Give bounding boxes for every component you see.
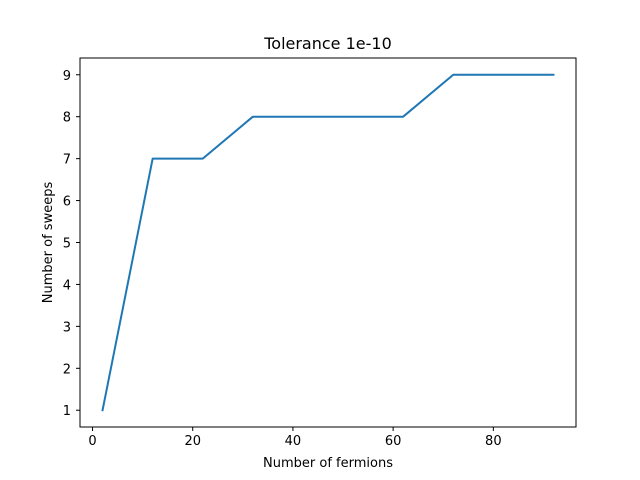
- plot-area: [80, 58, 576, 427]
- x-tick-label: 80: [485, 434, 502, 449]
- x-axis-label: Number of fermions: [263, 456, 393, 471]
- x-axis: 0 20 40 60 80: [88, 427, 502, 449]
- y-axis: 1 2 3 4 5 6 7 8 9: [63, 69, 80, 419]
- y-tick-label: 6: [63, 195, 71, 210]
- y-tick-label: 4: [63, 278, 71, 293]
- y-tick-label: 5: [63, 237, 71, 252]
- y-tick-label: 8: [63, 111, 71, 126]
- y-tick-label: 1: [63, 404, 71, 419]
- x-tick-label: 0: [88, 434, 96, 449]
- series-line: [101, 73, 555, 412]
- y-tick-label: 9: [63, 69, 71, 84]
- x-tick-label: 60: [385, 434, 402, 449]
- series-layer: [101, 73, 555, 412]
- x-tick-label: 40: [285, 434, 302, 449]
- chart-title: Tolerance 1e-10: [263, 34, 392, 53]
- y-tick-label: 3: [63, 320, 71, 335]
- y-tick-label: 2: [63, 362, 71, 377]
- y-axis-label: Number of sweeps: [41, 182, 56, 304]
- x-tick-label: 20: [184, 434, 201, 449]
- y-tick-label: 7: [63, 153, 71, 168]
